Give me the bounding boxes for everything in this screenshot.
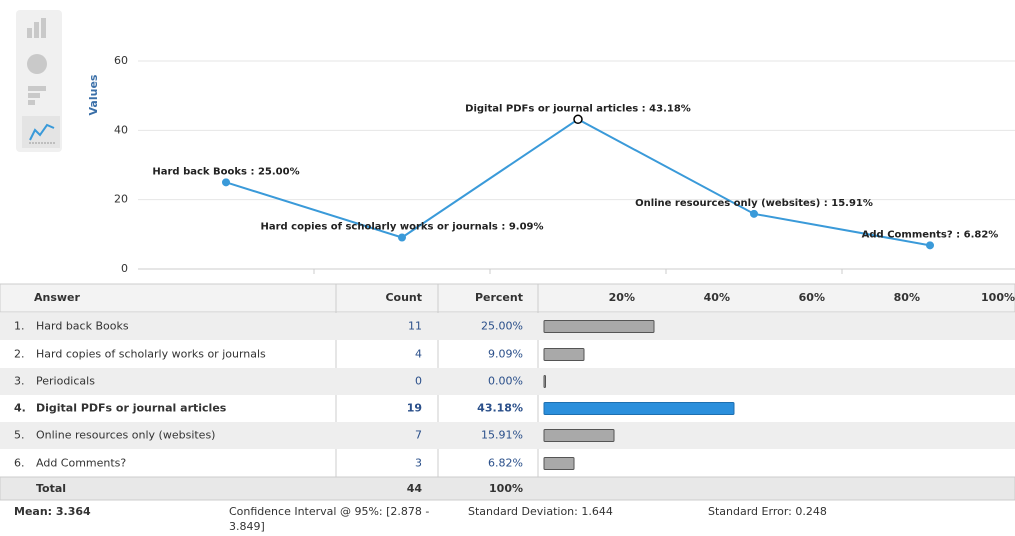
bar-scale-label: 20%	[609, 291, 635, 304]
count: 3	[415, 457, 422, 470]
y-tick-label: 20	[114, 193, 128, 206]
y-axis-label: Values	[87, 74, 100, 115]
total-label: Total	[36, 482, 66, 495]
data-point	[750, 209, 758, 218]
y-tick-label: 40	[114, 123, 128, 136]
answer: Add Comments?	[36, 457, 126, 470]
percent-bar	[543, 402, 735, 415]
percent-bar	[543, 429, 615, 442]
percent: 6.82%	[488, 457, 523, 470]
row-number: 6.	[14, 457, 25, 470]
percent: 0.00%	[488, 375, 523, 388]
percent-bar	[543, 375, 546, 388]
y-tick-label: 0	[121, 262, 128, 275]
data-point	[398, 233, 406, 242]
stat-se: Standard Error: 0.248	[708, 505, 827, 518]
stat-sd: Standard Deviation: 1.644	[468, 505, 613, 518]
bar-scale-label: 100%	[981, 291, 1015, 304]
data-label: Hard copies of scholarly works or journa…	[260, 221, 543, 232]
count: 4	[415, 348, 422, 361]
row-number: 1.	[14, 320, 25, 333]
data-label: Add Comments? : 6.82%	[862, 229, 999, 240]
column-header: Percent	[475, 291, 523, 304]
percent: 25.00%	[481, 320, 523, 333]
stat-mean: Mean: 3.364	[14, 505, 91, 518]
row-bg	[0, 368, 1015, 395]
percent-bar	[543, 457, 575, 470]
column-header: Answer	[34, 291, 81, 304]
data-point	[573, 114, 583, 125]
answer: Online resources only (websites)	[36, 429, 215, 442]
data-label: Hard back Books : 25.00%	[152, 166, 299, 177]
bar-scale-label: 40%	[704, 291, 730, 304]
header-bg	[0, 283, 1015, 313]
total-percent: 100%	[489, 482, 523, 495]
bar-scale-label: 80%	[894, 291, 920, 304]
row-number: 3.	[14, 375, 25, 388]
hbar-icon[interactable]	[28, 86, 46, 91]
bar-scale-label: 60%	[799, 291, 825, 304]
answer: Periodicals	[36, 375, 95, 388]
data-point	[222, 178, 230, 187]
row-bg	[0, 313, 1015, 340]
count: 7	[415, 429, 422, 442]
row-bg	[0, 422, 1015, 449]
bar-icon[interactable]	[27, 28, 32, 38]
stat-ci: 3.849]	[229, 520, 265, 533]
y-tick-label: 60	[114, 54, 128, 67]
stat-ci: Confidence Interval @ 95%: [2.878 -	[229, 505, 429, 518]
percent: 43.18%	[477, 402, 523, 415]
pie-icon[interactable]	[27, 54, 47, 74]
percent-bar	[543, 320, 655, 333]
total-bg	[0, 476, 1015, 501]
percent: 15.91%	[481, 429, 523, 442]
column-header: Count	[385, 291, 422, 304]
count: 19	[407, 402, 422, 415]
answer: Hard copies of scholarly works or journa…	[36, 348, 266, 361]
percent-bar	[543, 348, 585, 361]
percent: 9.09%	[488, 348, 523, 361]
data-label: Digital PDFs or journal articles : 43.18…	[465, 103, 691, 114]
row-number: 4.	[14, 402, 26, 415]
row-number: 5.	[14, 429, 25, 442]
chart-type-toolbar	[16, 10, 62, 152]
data-label: Online resources only (websites) : 15.91…	[635, 198, 873, 209]
answer: Hard back Books	[36, 320, 129, 333]
answer: Digital PDFs or journal articles	[36, 402, 227, 415]
count: 0	[415, 375, 422, 388]
total-count: 44	[407, 482, 423, 495]
row-number: 2.	[14, 348, 25, 361]
data-point	[926, 241, 934, 250]
count: 11	[408, 320, 422, 333]
